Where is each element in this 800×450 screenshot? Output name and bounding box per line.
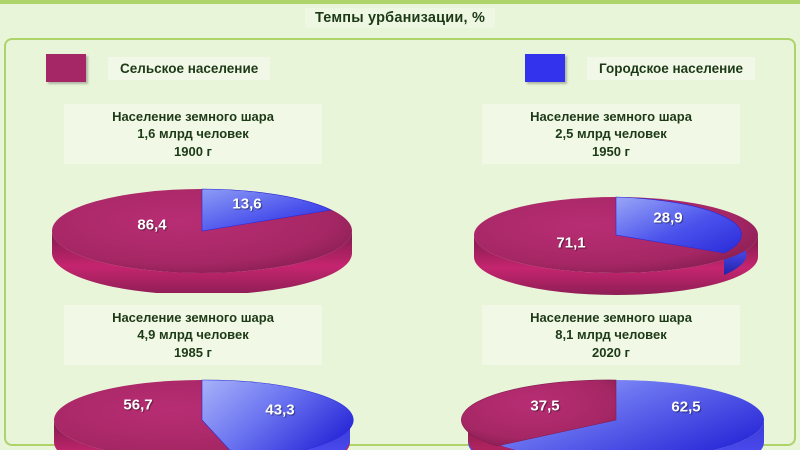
legend-swatch-rural <box>46 54 86 82</box>
title-band: Темпы урбанизации, % <box>0 4 800 38</box>
chart-cell-1950: Население земного шара 2,5 млрд человек … <box>456 104 786 295</box>
caption-subtitle-2020: 8,1 млрд человек <box>555 327 667 343</box>
chart-caption-1950: Население земного шара 2,5 млрд человек … <box>482 104 740 164</box>
caption-title-2020: Население земного шара <box>530 310 692 325</box>
pie-depth-1900 <box>52 230 352 293</box>
pie-depth-urban-1985 <box>300 419 351 450</box>
legend-label-rural: Сельское население <box>108 56 271 80</box>
legend-item-rural: Сельское население <box>46 54 271 82</box>
pie-slice-urban-1900 <box>201 188 332 232</box>
chart-caption-1985: Население земного шара 4,9 млрд человек … <box>64 305 322 365</box>
content-panel: Сельское население Городское население Н… <box>4 38 796 450</box>
pie-depth-rural-2020 <box>467 419 517 450</box>
pie-chart-1985: 56,7 43,3 <box>42 374 372 450</box>
caption-year-1985: 1985 г <box>174 344 212 360</box>
legend-item-urban: Городское население <box>525 54 756 82</box>
chart-cell-1985: Население земного шара 4,9 млрд человек … <box>42 305 372 450</box>
page-title: Темпы урбанизации, % <box>0 8 800 28</box>
chart-caption-1900: Население земного шара 1,6 млрд человек … <box>64 104 322 164</box>
legend-label-urban: Городское население <box>587 56 756 80</box>
pie-depth-1950 <box>474 234 758 295</box>
legend-swatch-urban <box>525 54 565 82</box>
page-title-text: Темпы урбанизации, % <box>304 8 496 28</box>
chart-cell-1900: Население земного шара 1,6 млрд человек … <box>42 104 372 293</box>
pie-svg-1950 <box>474 196 758 295</box>
chart-cell-2020: Население земного шара 8,1 млрд человек … <box>456 305 786 450</box>
pie-chart-1900: 86,4 13,6 <box>42 173 372 293</box>
pie-svg-2020 <box>461 379 764 450</box>
pie-chart-1950: 71,1 28,9 <box>456 183 786 295</box>
caption-year-1950: 1950 г <box>592 143 630 159</box>
caption-year-2020: 2020 г <box>592 344 630 360</box>
caption-subtitle-1950: 2,5 млрд человек <box>555 126 667 142</box>
pie-svg-1900 <box>52 188 352 293</box>
top-rule-divider <box>0 0 800 4</box>
caption-title-1985: Население земного шара <box>112 310 274 325</box>
pie-svg-1985 <box>54 379 354 450</box>
caption-subtitle-1985: 4,9 млрд человек <box>137 327 249 343</box>
chart-caption-2020: Население земного шара 8,1 млрд человек … <box>482 305 740 365</box>
caption-title-1900: Население земного шара <box>112 109 274 124</box>
pie-slice-rural-2020 <box>461 379 617 447</box>
pie-slice-urban-1985 <box>201 379 354 450</box>
caption-year-1900: 1900 г <box>174 143 212 159</box>
pie-chart-2020: 37,5 62,5 <box>456 374 786 450</box>
pie-slice-urban-1950 <box>615 196 742 254</box>
caption-title-1950: Население земного шара <box>530 109 692 124</box>
caption-subtitle-1900: 1,6 млрд человек <box>137 126 249 142</box>
